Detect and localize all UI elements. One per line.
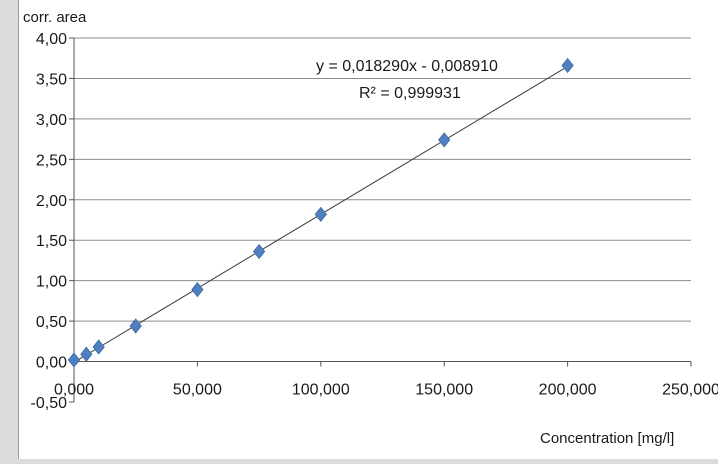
x-tick-label: 0,000	[54, 382, 94, 399]
data-point	[252, 243, 266, 260]
y-tick-labels: -0,50 0,00 0,50 1,00 1,50 2,00 2,50 3,00 3,50 4,0…	[31, 31, 74, 412]
x-tick-label: 150,000	[415, 382, 473, 399]
equation-label: y = 0,018290x - 0,008910	[316, 58, 498, 75]
data-point	[92, 339, 105, 355]
y-axis-label: corr. area	[23, 9, 87, 26]
x-tick-label: 100,000	[292, 382, 350, 399]
data-point	[129, 318, 142, 334]
chart-area: -0,50 0,00 0,50 1,00 1,50 2,00 2,50 3,00 3,50 4,0…	[18, 0, 718, 459]
y-tick-label: 2,50	[36, 152, 67, 169]
y-tick-label: 0,50	[36, 314, 67, 331]
x-tick-label: 250,000	[662, 382, 718, 399]
calibration-chart: -0,50 0,00 0,50 1,00 1,50 2,00 2,50 3,00 3,50 4,0…	[23, 9, 718, 447]
data-point	[561, 57, 574, 74]
y-tick-label: -0,50	[31, 395, 68, 412]
x-axis-label: Concentration [mg/l]	[540, 430, 674, 447]
y-tick-label: 4,00	[36, 31, 67, 48]
y-tick-label: 3,50	[36, 71, 67, 88]
r-squared-label: R² = 0,999931	[359, 85, 461, 102]
y-tick-label: 0,00	[36, 355, 67, 372]
data-point	[314, 206, 327, 222]
x-tick-labels: 0,000 50,000 100,000 150,000 200,000 250,000	[54, 361, 718, 399]
y-tick-label: 1,50	[36, 233, 67, 250]
y-tick-label: 3,00	[36, 112, 67, 129]
y-tick-label: 1,00	[36, 274, 67, 291]
data-point	[438, 132, 451, 148]
x-tick-label: 200,000	[539, 382, 597, 399]
x-tick-label: 50,000	[173, 382, 222, 399]
data-point	[191, 281, 204, 298]
data-points	[67, 57, 574, 368]
data-point	[80, 346, 93, 362]
axes	[73, 38, 691, 402]
data-point	[67, 352, 81, 368]
gridlines	[74, 37, 691, 322]
y-tick-label: 2,00	[36, 193, 67, 210]
